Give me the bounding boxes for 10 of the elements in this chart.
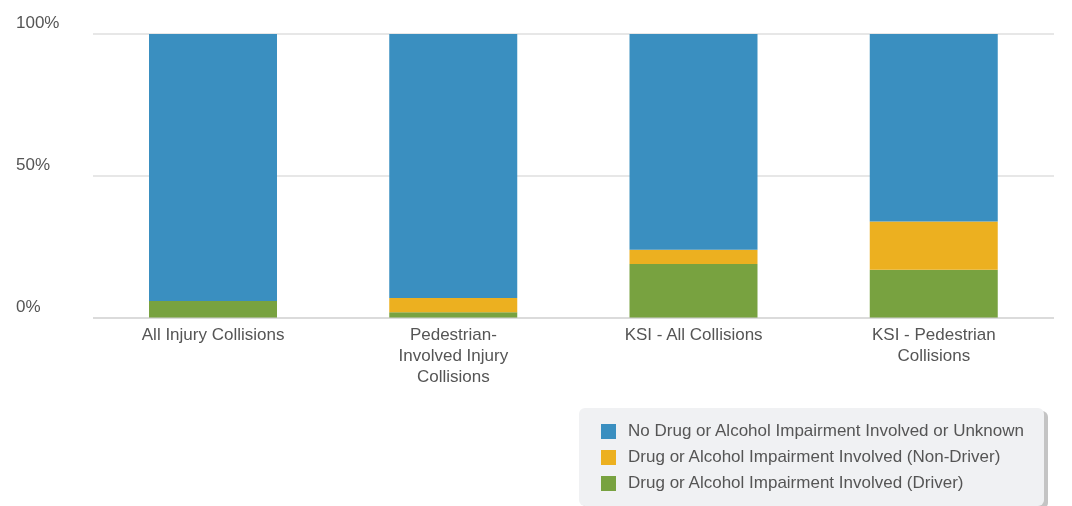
y-tick-label: 100%: [16, 13, 60, 32]
y-tick-label: 50%: [16, 155, 51, 174]
legend-label: No Drug or Alcohol Impairment Involved or Unknown: [628, 421, 1024, 441]
x-tick-label: Pedestrian-Involved Injury Collisions: [398, 325, 509, 386]
x-tick-label: KSI - All Collisions: [624, 325, 763, 344]
y-tick-label: 0%: [16, 297, 41, 316]
legend-label: Drug or Alcohol Impairment Involved (Driver): [628, 473, 964, 493]
x-tick-label: KSI - Pedestrian Collisions: [871, 325, 996, 365]
x-tick-label: All Injury Collisions: [141, 325, 285, 344]
legend-label: Drug or Alcohol Impairment Involved (Non-Driver): [628, 447, 1001, 467]
